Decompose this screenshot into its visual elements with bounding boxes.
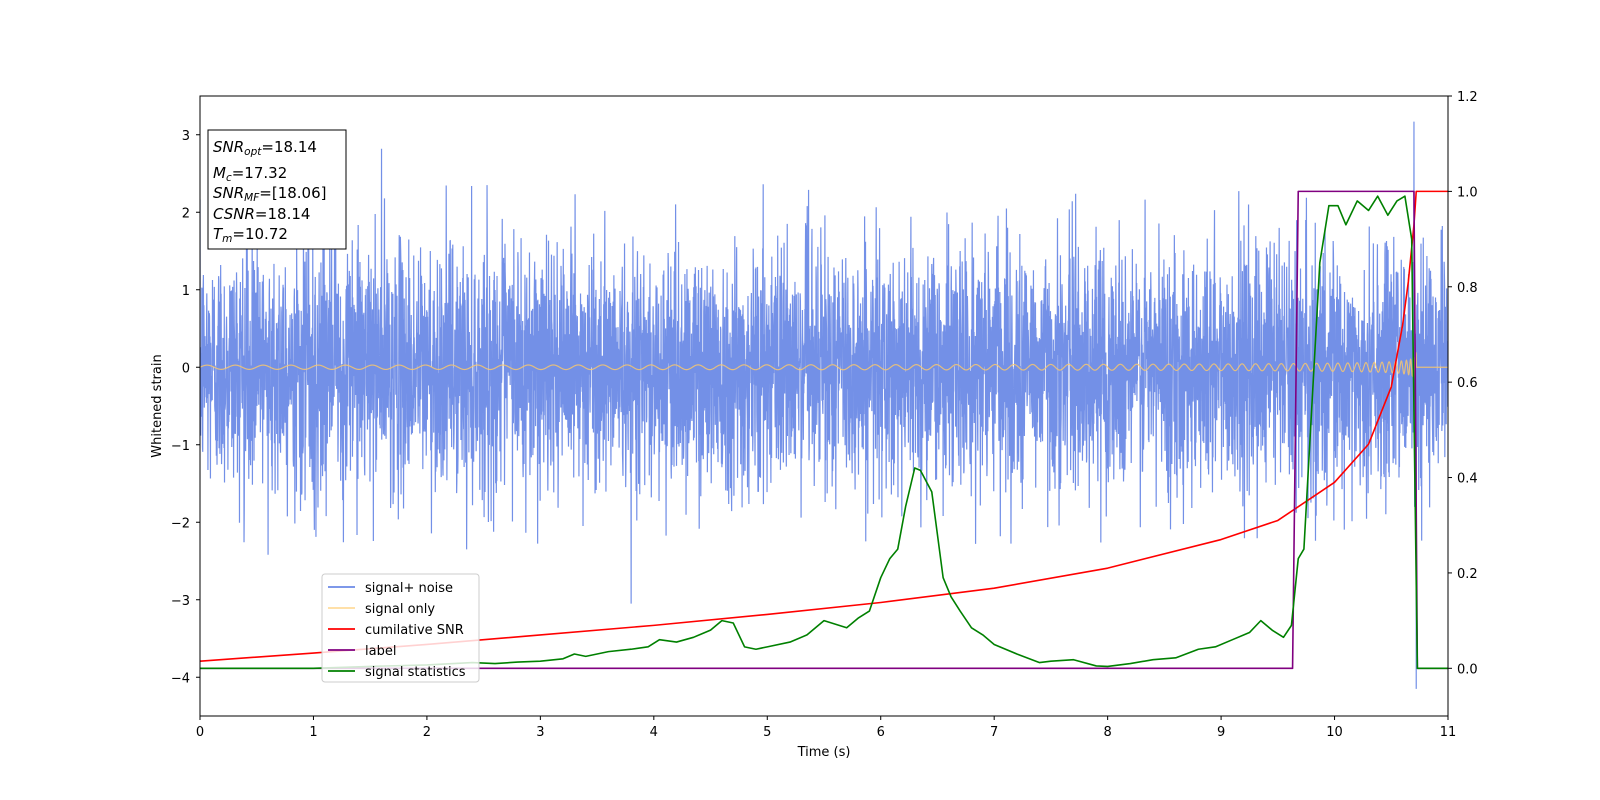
y-tick-label: −3 <box>171 594 190 609</box>
x-tick-label: 2 <box>423 725 431 740</box>
x-tick-label: 6 <box>877 725 885 740</box>
x-tick-label: 8 <box>1103 725 1111 740</box>
y-tick-label: 2 <box>182 206 190 221</box>
info-box: SNRopt=18.14 Mc=17.32SNRMF=[18.06]CSNR=18… <box>207 129 347 250</box>
y-tick-label: 1 <box>182 284 190 299</box>
y2-tick-label: 0.0 <box>1457 662 1478 677</box>
y-tick-label: 0 <box>182 361 190 376</box>
info-line: SNRMF=[18.06] <box>213 184 327 204</box>
series-line-cumulative-snr <box>200 190 1448 662</box>
info-line: Tm=10.72 <box>213 225 288 245</box>
legend-label: label <box>365 644 396 659</box>
x-tick-label: 1 <box>309 725 317 740</box>
legend: signal+ noise signal only cumilative SNR la… <box>321 573 480 683</box>
y-tick-label: −2 <box>171 516 190 531</box>
x-axis-label: Time (s) <box>797 745 851 760</box>
series-line-signal-only <box>200 352 1448 379</box>
x-tick-label: 10 <box>1326 725 1343 740</box>
legend-frame <box>321 573 480 683</box>
info-line: Mc=17.32 <box>213 164 287 184</box>
x-tick-label: 7 <box>990 725 998 740</box>
axes: 0 1 2 3 4 5 6 7 8 9 10 11 −4 −3 −2 −1 0 1 2 3 0.0 0.2 0.4 0.6 0.… <box>171 90 1478 740</box>
y2-tick-label: 1.0 <box>1457 185 1478 200</box>
y2-tick-label: 0.8 <box>1457 281 1478 296</box>
info-line: CSNR=18.14 <box>213 205 310 223</box>
x-tick-label: 9 <box>1217 725 1225 740</box>
x-tick-label: 11 <box>1440 725 1457 740</box>
plot-frame <box>199 95 1449 717</box>
y-axis-label: Whitened strain <box>150 354 165 457</box>
legend-label: signal only <box>365 602 435 617</box>
x-tick-label: 0 <box>196 725 204 740</box>
series-line-signal-statistics <box>200 195 1448 670</box>
x-tick-label: 4 <box>650 725 658 740</box>
x-tick-label: 3 <box>536 725 544 740</box>
y2-tick-label: 0.4 <box>1457 472 1478 487</box>
plot-series <box>200 121 1448 689</box>
y2-tick-label: 0.6 <box>1457 376 1478 391</box>
y2-tick-label: 1.2 <box>1457 90 1478 105</box>
y-tick-label: 3 <box>182 129 190 144</box>
legend-label: signal+ noise <box>365 581 453 596</box>
y-tick-label: −4 <box>171 671 190 686</box>
info-box-frame <box>207 129 347 250</box>
x-tick-label: 5 <box>763 725 771 740</box>
y-tick-label: −1 <box>171 439 190 454</box>
series-line-signal-noise <box>200 121 1448 689</box>
legend-label: cumilative SNR <box>365 623 464 638</box>
info-line: SNRopt=18.14 <box>213 138 317 158</box>
y2-tick-label: 0.2 <box>1457 567 1478 582</box>
legend-label: signal statistics <box>365 665 466 680</box>
